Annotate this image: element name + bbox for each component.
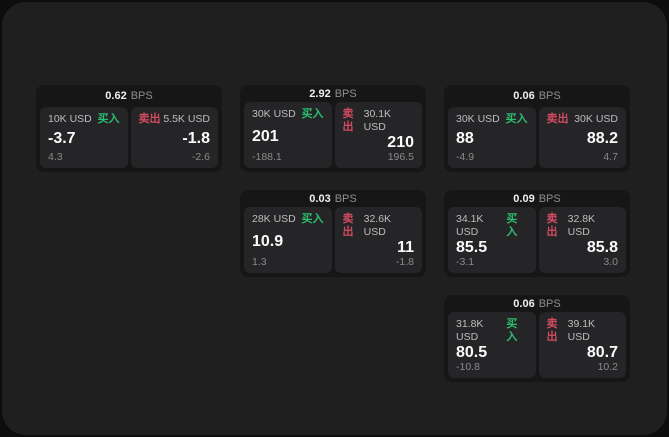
sell-side-label: 卖出 [138,113,161,125]
sell-side-label: 卖出 [546,113,569,125]
buy-tile[interactable]: 10K USD 买入 -3.7 4.3 [40,107,128,168]
buy-amount: 30K USD [252,108,296,120]
buy-delta: 4.3 [48,151,63,163]
bps-label: BPS [538,297,561,310]
buy-side-label: 买入 [97,113,120,125]
quote-card-6: 0.06 BPS 31.8K USD 买入 80.5 -10.8 卖出 39.1… [444,295,630,382]
quote-card-1: 0.62 BPS 10K USD 买入 -3.7 4.3 卖出 5.5K USD… [36,85,222,172]
sell-delta: 10.2 [597,361,618,373]
bps-label: BPS [538,192,561,205]
buy-side-label: 买入 [505,113,528,125]
quote-card-3: 0.06 BPS 30K USD 买入 88 -4.9 卖出 30K USD 8… [444,85,630,172]
bps-label: BPS [130,90,153,102]
card-header: 0.09 BPS [444,190,630,207]
buy-side-label: 买入 [506,213,518,238]
sell-price: 210 [387,134,414,151]
bps-value: 2.92 [309,87,331,100]
sell-price: 88.2 [586,130,618,147]
card-header: 0.06 BPS [444,295,630,312]
buy-price: 10.9 [252,232,284,250]
bps-label: BPS [538,90,561,102]
sell-tile[interactable]: 卖出 30K USD 88.2 4.7 [538,107,626,168]
sell-amount: 30K USD [574,113,618,125]
card-header: 0.06 BPS [444,85,630,107]
sell-tile[interactable]: 卖出 39.1K USD 80.7 10.2 [538,312,626,378]
buy-side-label: 买入 [301,213,324,225]
buy-price: 201 [252,127,279,145]
buy-tile[interactable]: 30K USD 买入 201 -188.1 [244,102,332,168]
buy-amount: 31.8K USD [456,318,484,343]
sell-amount: 30.1K USD [363,108,392,133]
bps-value: 0.06 [513,297,535,310]
buy-side-label: 买入 [506,318,518,343]
buy-price: -3.7 [48,130,76,147]
buy-amount: 10K USD [48,113,92,125]
sell-delta: 4.7 [603,151,618,163]
bps-value: 0.03 [309,192,331,205]
bps-value: 0.62 [105,90,127,102]
quote-card-5: 0.09 BPS 34.1K USD 买入 85.5 -3.1 卖出 32.8K… [444,190,630,277]
buy-delta: -3.1 [456,256,475,268]
card-header: 0.03 BPS [240,190,426,207]
buy-side-label: 买入 [301,108,324,120]
sell-amount: 39.1K USD [567,318,596,343]
sell-delta: -2.6 [191,151,210,163]
buy-price: 85.5 [456,239,488,256]
buy-delta: -188.1 [252,151,282,163]
quote-card-4: 0.03 BPS 28K USD 买入 10.9 1.3 卖出 32.6K US… [240,190,426,277]
sell-side-label: 卖出 [546,213,558,238]
card-header: 0.62 BPS [36,85,222,107]
buy-delta: -10.8 [456,361,480,373]
sell-price: -1.8 [182,130,210,147]
sell-amount: 5.5K USD [163,113,210,125]
sell-side-label: 卖出 [546,318,558,343]
sell-delta: 196.5 [387,151,414,163]
card-header: 2.92 BPS [240,85,426,102]
buy-price: 80.5 [456,344,488,361]
buy-price: 88 [456,130,474,147]
quote-card-2: 2.92 BPS 30K USD 买入 201 -188.1 卖出 30.1K … [240,85,426,172]
sell-tile[interactable]: 卖出 30.1K USD 210 196.5 [334,102,422,168]
sell-delta: 3.0 [603,256,618,268]
sell-tile[interactable]: 卖出 32.6K USD 11 -1.8 [334,207,422,273]
sell-side-label: 卖出 [342,213,354,238]
sell-amount: 32.6K USD [363,213,392,238]
sell-tile[interactable]: 卖出 5.5K USD -1.8 -2.6 [130,107,218,168]
sell-delta: -1.8 [395,256,414,268]
sell-side-label: 卖出 [342,108,354,133]
sell-amount: 32.8K USD [567,213,596,238]
bps-label: BPS [334,192,357,205]
buy-amount: 28K USD [252,213,296,225]
buy-amount: 34.1K USD [456,213,484,238]
bps-label: BPS [334,87,357,100]
sell-price: 85.8 [586,239,618,256]
buy-tile[interactable]: 31.8K USD 买入 80.5 -10.8 [448,312,536,378]
sell-tile[interactable]: 卖出 32.8K USD 85.8 3.0 [538,207,626,273]
buy-delta: -4.9 [456,151,475,163]
buy-tile[interactable]: 34.1K USD 买入 85.5 -3.1 [448,207,536,273]
buy-amount: 30K USD [456,113,500,125]
sell-price: 80.7 [586,344,618,361]
bps-value: 0.06 [513,90,535,102]
buy-tile[interactable]: 28K USD 买入 10.9 1.3 [244,207,332,273]
buy-tile[interactable]: 30K USD 买入 88 -4.9 [448,107,536,168]
buy-delta: 1.3 [252,256,267,268]
sell-price: 11 [397,239,414,256]
bps-value: 0.09 [513,192,535,205]
